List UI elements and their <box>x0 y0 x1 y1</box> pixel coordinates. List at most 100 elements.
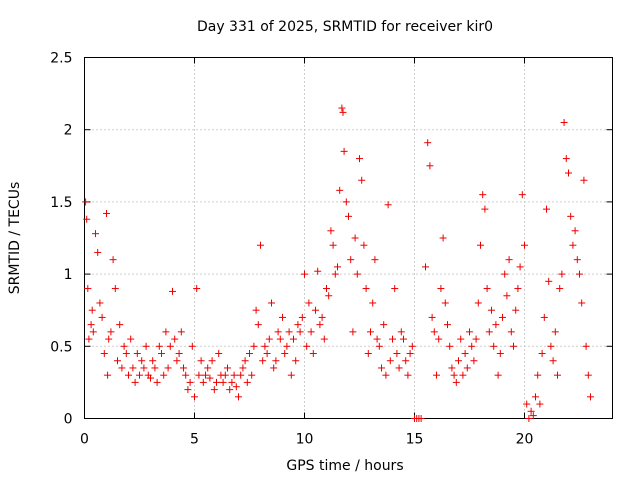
data-point <box>129 364 137 372</box>
data-point <box>186 378 194 386</box>
data-point <box>380 321 388 329</box>
data-point <box>433 371 440 379</box>
data-point <box>84 285 92 293</box>
data-point <box>347 256 355 264</box>
data-point <box>367 328 374 336</box>
data-point <box>339 108 347 116</box>
data-point <box>345 212 352 220</box>
data-point <box>314 267 322 275</box>
x-tick-label: 20 <box>516 432 534 448</box>
data-point <box>116 321 124 329</box>
axis-ticks: 0 5 10 15 20 0 0.5 1 1.5 2 2.5 <box>50 51 613 448</box>
chart-grid <box>84 57 613 419</box>
data-point <box>107 328 115 336</box>
data-point <box>320 335 328 343</box>
data-point <box>155 342 163 350</box>
data-point <box>336 186 344 194</box>
data-point <box>82 198 90 206</box>
data-point <box>549 357 557 365</box>
data-point <box>177 328 185 336</box>
data-point <box>188 342 196 350</box>
data-point <box>246 350 253 358</box>
data-point <box>230 371 238 379</box>
data-point <box>287 371 295 379</box>
data-point <box>364 350 372 358</box>
data-point <box>215 350 223 358</box>
data-point <box>239 364 247 372</box>
data-point <box>153 378 161 386</box>
data-point <box>571 227 579 235</box>
data-point <box>133 350 141 358</box>
data-point <box>375 342 383 350</box>
data-point <box>270 364 278 372</box>
data-point <box>582 342 590 350</box>
data-point <box>395 364 403 372</box>
data-point <box>353 270 361 278</box>
data-point <box>441 299 449 307</box>
y-tick-label: 2 <box>64 123 73 139</box>
data-point <box>525 415 533 422</box>
data-point <box>472 335 480 343</box>
data-point <box>455 357 462 365</box>
data-point <box>89 328 97 336</box>
data-point <box>114 357 121 365</box>
data-point <box>499 313 506 321</box>
data-point <box>327 227 335 235</box>
data-point <box>294 321 302 329</box>
data-point <box>226 386 234 394</box>
data-point <box>444 321 451 329</box>
data-point <box>545 277 553 285</box>
data-point <box>426 162 434 170</box>
data-point <box>527 407 535 415</box>
data-point <box>109 256 117 264</box>
data-point <box>468 342 476 350</box>
x-tick-label: 0 <box>80 432 89 448</box>
data-point <box>536 400 544 408</box>
data-point <box>285 328 293 336</box>
data-point <box>371 256 379 264</box>
data-point <box>272 357 280 365</box>
data-point <box>389 335 396 343</box>
data-point <box>312 306 319 314</box>
data-point <box>329 241 337 249</box>
data-point <box>147 374 154 382</box>
x-tick-label: 15 <box>406 432 424 448</box>
data-point <box>331 270 339 278</box>
data-point <box>386 357 394 365</box>
data-point <box>518 191 526 199</box>
data-point <box>206 374 214 382</box>
data-point <box>334 263 341 271</box>
data-point <box>479 191 487 199</box>
data-point <box>180 364 187 372</box>
data-point <box>510 342 517 350</box>
data-point <box>402 357 410 365</box>
data-point <box>118 364 126 372</box>
data-points <box>82 104 594 422</box>
data-point <box>422 263 429 271</box>
data-point <box>140 364 148 372</box>
data-point <box>362 285 370 293</box>
data-point <box>547 342 555 350</box>
data-point <box>204 364 212 372</box>
data-point <box>587 393 594 401</box>
data-point <box>184 386 192 394</box>
x-tick-label: 5 <box>190 432 199 448</box>
data-point <box>138 357 146 365</box>
data-point <box>580 176 588 184</box>
data-point <box>492 321 500 329</box>
data-point <box>532 393 539 401</box>
data-point <box>149 357 157 365</box>
data-point <box>103 209 110 217</box>
data-point <box>523 400 531 408</box>
y-tick-label: 1.5 <box>50 195 72 211</box>
data-point <box>136 371 143 379</box>
data-point <box>92 230 99 238</box>
data-point <box>290 335 297 343</box>
data-point <box>142 342 150 350</box>
data-point <box>342 198 350 206</box>
x-tick-label: 10 <box>296 432 314 448</box>
data-point <box>483 285 491 293</box>
data-point <box>182 371 190 379</box>
data-point <box>208 357 216 365</box>
